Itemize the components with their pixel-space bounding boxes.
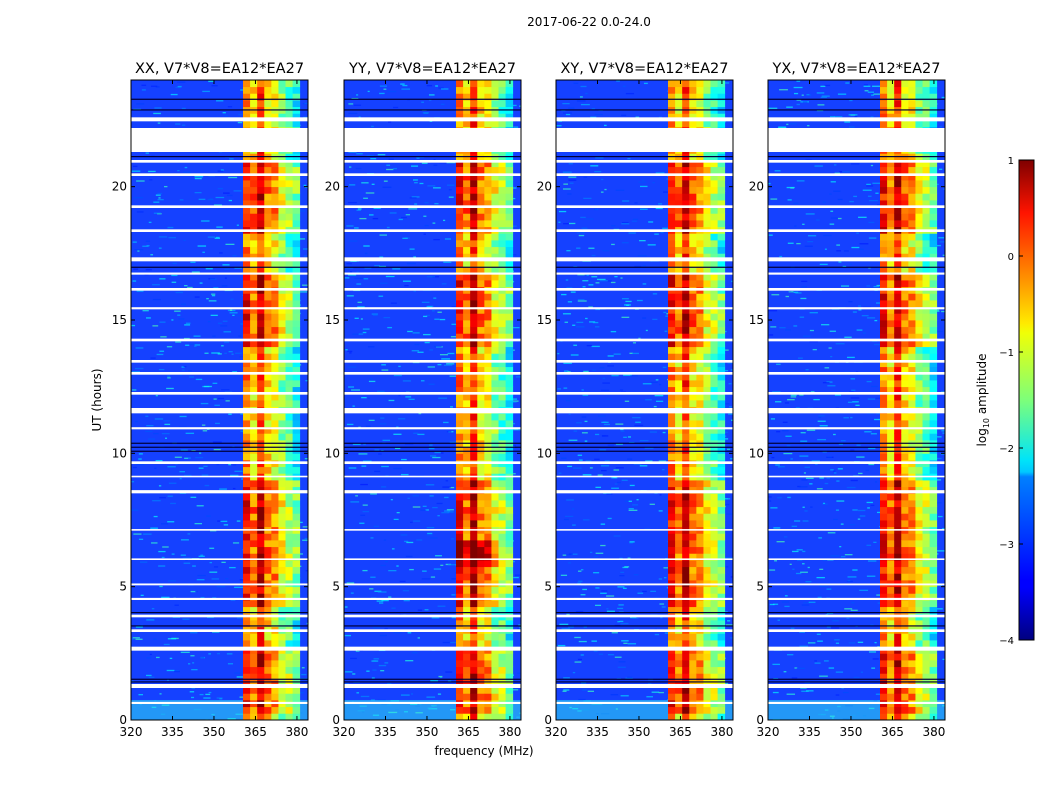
spectrogram-image bbox=[131, 80, 308, 720]
x-tick-label: 365 bbox=[881, 725, 904, 739]
colorbar-label: log10 amplitude bbox=[975, 354, 991, 447]
y-tick-label: 20 bbox=[112, 180, 127, 194]
y-tick-label: 20 bbox=[749, 180, 764, 194]
colorbar-tick-label: 1 bbox=[1008, 156, 1014, 167]
colorbar: 10−1−2−3−4 log10 amplitude bbox=[975, 156, 1035, 647]
x-tick-label: 380 bbox=[285, 725, 308, 739]
axes-frame bbox=[555, 79, 734, 721]
spectrogram-image bbox=[556, 80, 733, 720]
x-tick-label: 365 bbox=[244, 725, 267, 739]
y-tick-label: 5 bbox=[332, 580, 340, 594]
panel-title: XX, V7*V8=EA12*EA27 bbox=[135, 61, 304, 77]
spectrogram-image bbox=[768, 80, 945, 720]
colorbar-ticks: 1 0 −1 −2 −3 −4 bbox=[999, 156, 1023, 647]
y-tick-label: 10 bbox=[749, 446, 764, 460]
y-tick-label: 0 bbox=[119, 713, 127, 727]
colorbar-label-sub: 10 bbox=[982, 418, 991, 428]
x-tick-label: 380 bbox=[710, 725, 733, 739]
colorbar-tick-label: −4 bbox=[999, 636, 1014, 647]
y-tick-label: 10 bbox=[537, 446, 552, 460]
y-tick-label: 15 bbox=[749, 313, 764, 327]
x-tick-label: 320 bbox=[545, 725, 568, 739]
panel-1: YY, V7*V8=EA12*EA27 320 335 350 365 380 0 5 10 15… bbox=[325, 61, 522, 739]
x-tick-label: 335 bbox=[586, 725, 609, 739]
y-tick-label: 20 bbox=[325, 180, 340, 194]
panel-title: YY, V7*V8=EA12*EA27 bbox=[348, 61, 516, 77]
y-tick-label: 10 bbox=[112, 446, 127, 460]
x-tick-label: 350 bbox=[203, 725, 226, 739]
axes-frame bbox=[767, 79, 946, 721]
y-tick-label: 15 bbox=[325, 313, 340, 327]
x-tick-label: 320 bbox=[757, 725, 780, 739]
colorbar-tick-label: −1 bbox=[999, 348, 1014, 359]
colorbar-label-rest: amplitude bbox=[975, 354, 989, 418]
colorbar-tick-label: −3 bbox=[999, 540, 1014, 551]
panel-3: YX, V7*V8=EA12*EA27 320 335 350 365 380 0 5 10 15… bbox=[749, 61, 946, 739]
y-axis-label: UT (hours) bbox=[90, 368, 104, 431]
x-tick-label: 320 bbox=[333, 725, 356, 739]
panel-0: XX, V7*V8=EA12*EA27 320 335 350 365 380 0 5 10 15… bbox=[112, 61, 309, 739]
x-axis-label: frequency (MHz) bbox=[434, 744, 533, 758]
y-tick-label: 5 bbox=[544, 580, 552, 594]
x-tick-label: 320 bbox=[120, 725, 143, 739]
colorbar-label-log: log bbox=[975, 428, 989, 446]
x-tick-label: 350 bbox=[416, 725, 439, 739]
x-tick-label: 365 bbox=[669, 725, 692, 739]
y-tick-label: 15 bbox=[112, 313, 127, 327]
x-tick-label: 335 bbox=[798, 725, 821, 739]
axes-frame bbox=[343, 79, 522, 721]
y-tick-label: 5 bbox=[119, 580, 127, 594]
y-tick-label: 15 bbox=[537, 313, 552, 327]
colorbar-tick-label: 0 bbox=[1008, 252, 1014, 263]
spectrogram-image bbox=[344, 80, 521, 720]
panels: XX, V7*V8=EA12*EA27 320 335 350 365 380 0 5 10 15… bbox=[112, 61, 946, 739]
figure-suptitle: 2017-06-22 0.0-24.0 bbox=[527, 15, 651, 29]
panel-title: XY, V7*V8=EA12*EA27 bbox=[560, 61, 728, 77]
panel-title: YX, V7*V8=EA12*EA27 bbox=[771, 61, 940, 77]
colorbar-gradient bbox=[1018, 159, 1035, 641]
x-tick-label: 380 bbox=[922, 725, 945, 739]
y-tick-label: 0 bbox=[332, 713, 340, 727]
x-tick-label: 350 bbox=[628, 725, 651, 739]
panel-2: XY, V7*V8=EA12*EA27 320 335 350 365 380 0 5 10 15… bbox=[537, 61, 734, 739]
x-tick-label: 365 bbox=[457, 725, 480, 739]
x-tick-label: 350 bbox=[840, 725, 863, 739]
y-tick-label: 0 bbox=[756, 713, 764, 727]
x-tick-label: 335 bbox=[374, 725, 397, 739]
x-tick-label: 335 bbox=[161, 725, 184, 739]
x-tick-label: 380 bbox=[498, 725, 521, 739]
axes-frame bbox=[130, 79, 309, 721]
y-tick-label: 10 bbox=[325, 446, 340, 460]
colorbar-tick-label: −2 bbox=[999, 444, 1014, 455]
y-tick-label: 20 bbox=[537, 180, 552, 194]
y-tick-label: 0 bbox=[544, 713, 552, 727]
y-tick-label: 5 bbox=[756, 580, 764, 594]
